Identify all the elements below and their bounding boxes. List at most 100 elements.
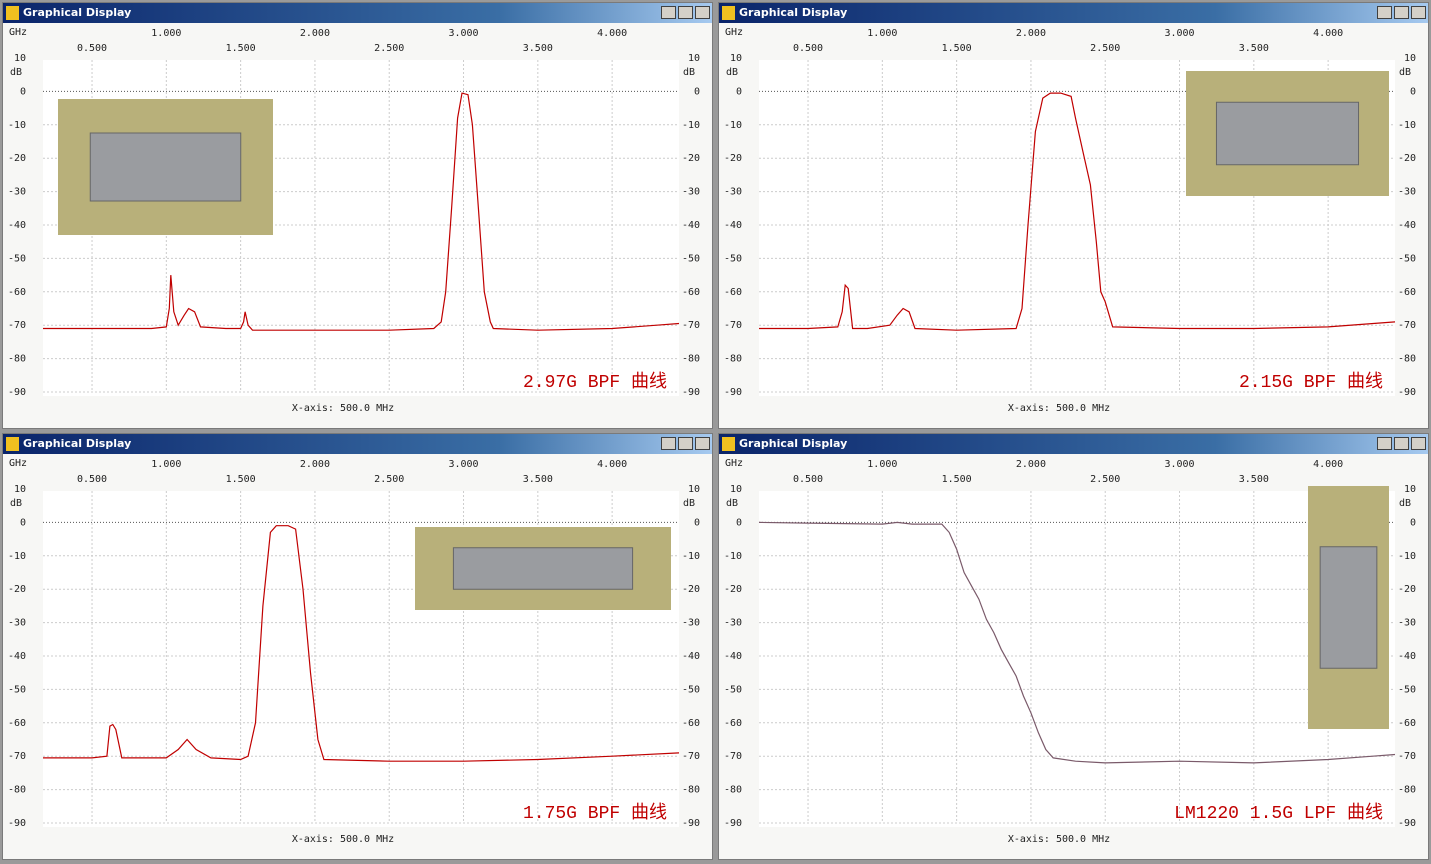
x-tick-label: 2.000 — [1016, 459, 1046, 470]
y-tick-label: 10 — [14, 484, 26, 495]
window-icon — [722, 437, 735, 451]
window: GHz dB dB 0.500 1.000 1.500 2.000 2.500 3.000 3.5… — [718, 2, 1429, 429]
y-tick-label-right: -60 — [1398, 287, 1416, 298]
y-tick-label-right: -60 — [1398, 718, 1416, 729]
window-icon — [6, 6, 19, 20]
x-tick-label: 1.000 — [867, 459, 897, 470]
x-tick-label: 3.500 — [523, 43, 553, 54]
y-tick-label: -60 — [8, 287, 26, 298]
y-tick-label-right: -90 — [682, 818, 700, 829]
x-tick-label: 4.000 — [1313, 459, 1343, 470]
y-tick-label: -80 — [724, 785, 742, 796]
y-tick-label-right: -50 — [682, 253, 700, 264]
y-tick-label: -70 — [8, 751, 26, 762]
filter-body — [89, 132, 242, 202]
y-tick-label-right: -50 — [1398, 684, 1416, 695]
y-tick-label-right: -80 — [682, 785, 700, 796]
x-tick-label: 0.500 — [77, 43, 107, 54]
x-axis-label: X-axis: 500.0 MHz — [1008, 403, 1110, 414]
y-tick-label-right: 0 — [1410, 517, 1416, 528]
y-unit: dB — [726, 67, 738, 78]
x-tick-label: 3.500 — [1239, 43, 1269, 54]
y-tick-label: -20 — [724, 153, 742, 164]
close-button[interactable] — [1411, 6, 1426, 19]
trace — [759, 92, 1396, 331]
maximize-button[interactable] — [678, 6, 693, 19]
y-tick-label: -90 — [724, 818, 742, 829]
y-tick-label-right: -40 — [682, 651, 700, 662]
y-tick-label-right: -20 — [1398, 584, 1416, 595]
close-button[interactable] — [1411, 437, 1426, 450]
y-tick-label: -80 — [8, 354, 26, 365]
y-unit: dB — [726, 498, 738, 509]
y-tick-label: -80 — [8, 785, 26, 796]
maximize-button[interactable] — [678, 437, 693, 450]
y-tick-label-right: 10 — [688, 484, 700, 495]
y-tick-label-right: -10 — [682, 551, 700, 562]
y-tick-label: -60 — [724, 287, 742, 298]
y-tick-label-right: -70 — [1398, 320, 1416, 331]
y-tick-label-right: -20 — [682, 584, 700, 595]
y-tick-label-right: -10 — [1398, 551, 1416, 562]
filter-body — [1319, 546, 1378, 669]
y-tick-label-right: 0 — [1410, 86, 1416, 97]
x-tick-label: 3.500 — [1239, 474, 1269, 485]
y-tick-label-right: -90 — [1398, 387, 1416, 398]
x-tick-label: 4.000 — [597, 459, 627, 470]
y-tick-label: 10 — [730, 53, 742, 64]
window-title: Graphical Display — [739, 6, 848, 19]
y-tick-label: -50 — [8, 253, 26, 264]
y-unit: dB — [683, 498, 695, 509]
x-tick-label: 2.500 — [374, 43, 404, 54]
x-unit: GHz — [9, 458, 27, 469]
minimize-button[interactable] — [661, 437, 676, 450]
y-tick-label: -70 — [724, 751, 742, 762]
y-tick-label: 0 — [20, 517, 26, 528]
y-tick-label: 10 — [14, 53, 26, 64]
x-tick-label: 2.500 — [1090, 43, 1120, 54]
x-tick-label: 2.000 — [300, 28, 330, 39]
y-tick-label-right: -10 — [1398, 120, 1416, 131]
trace — [43, 525, 680, 762]
y-unit: dB — [1399, 67, 1411, 78]
x-tick-label: 2.000 — [300, 459, 330, 470]
x-tick-label: 2.500 — [374, 474, 404, 485]
window: GHz dB dB 0.500 1.000 1.500 2.000 2.500 3.000 3.5… — [718, 433, 1429, 860]
title-bar: Graphical Display — [719, 434, 1428, 454]
y-tick-label: -80 — [724, 354, 742, 365]
y-tick-label-right: -70 — [682, 320, 700, 331]
annotation: LM1220 1.5G LPF 曲线 — [1174, 802, 1383, 824]
y-tick-label: -10 — [724, 120, 742, 131]
chart: GHz dB dB 0.500 1.000 1.500 2.000 2.500 3.000 3.5… — [724, 458, 1416, 845]
y-tick-label-right: -80 — [1398, 785, 1416, 796]
y-tick-label-right: -90 — [682, 387, 700, 398]
close-button[interactable] — [695, 437, 710, 450]
y-unit: dB — [10, 498, 22, 509]
annotation: 2.97G BPF 曲线 — [523, 371, 667, 393]
window: GHz dB dB 0.500 1.000 1.500 2.000 2.500 3.000 3.5… — [2, 433, 713, 860]
plot-area — [759, 491, 1395, 827]
y-tick-label-right: -30 — [682, 618, 700, 629]
y-tick-label-right: -60 — [682, 287, 700, 298]
x-tick-label: 4.000 — [597, 28, 627, 39]
y-tick-label-right: -20 — [682, 153, 700, 164]
x-tick-label: 0.500 — [77, 474, 107, 485]
minimize-button[interactable] — [661, 6, 676, 19]
y-tick-label: -30 — [8, 618, 26, 629]
y-tick-label: 10 — [730, 484, 742, 495]
x-tick-label: 1.500 — [942, 43, 972, 54]
minimize-button[interactable] — [1377, 437, 1392, 450]
y-tick-label-right: -10 — [682, 120, 700, 131]
maximize-button[interactable] — [1394, 437, 1409, 450]
y-tick-label: -60 — [724, 718, 742, 729]
y-tick-label: -20 — [8, 584, 26, 595]
annotation: 1.75G BPF 曲线 — [523, 802, 667, 824]
close-button[interactable] — [695, 6, 710, 19]
annotation: 2.15G BPF 曲线 — [1239, 371, 1383, 393]
minimize-button[interactable] — [1377, 6, 1392, 19]
maximize-button[interactable] — [1394, 6, 1409, 19]
y-unit: dB — [10, 67, 22, 78]
y-tick-label-right: -40 — [682, 220, 700, 231]
y-tick-label-right: -50 — [682, 684, 700, 695]
x-tick-label: 1.000 — [151, 459, 181, 470]
